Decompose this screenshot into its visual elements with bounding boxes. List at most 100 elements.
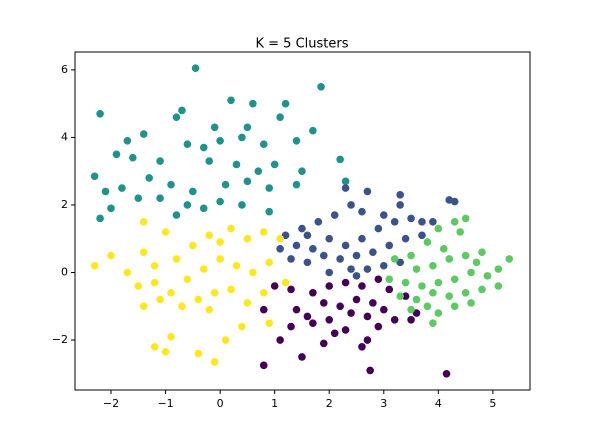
point — [227, 96, 235, 105]
point — [336, 155, 344, 164]
point — [167, 180, 175, 189]
point — [276, 336, 284, 344]
point — [134, 194, 143, 203]
point — [434, 309, 443, 317]
point — [494, 265, 503, 273]
point — [90, 172, 99, 181]
point — [265, 258, 274, 267]
point — [96, 109, 104, 118]
point — [341, 278, 350, 287]
point — [123, 137, 132, 145]
point — [418, 231, 426, 240]
point — [101, 187, 110, 196]
point — [227, 224, 235, 233]
point — [298, 224, 306, 233]
point — [172, 211, 181, 219]
x-tick-label: 5 — [489, 397, 496, 410]
point — [238, 201, 246, 209]
point — [418, 282, 426, 290]
point — [385, 241, 394, 250]
point — [287, 285, 295, 294]
point — [238, 322, 246, 331]
point — [243, 234, 252, 243]
point — [336, 302, 344, 311]
point — [401, 278, 410, 287]
point — [107, 204, 115, 213]
point — [445, 292, 454, 300]
point — [450, 302, 459, 311]
x-tick-label: 4 — [435, 397, 442, 410]
point — [429, 218, 437, 226]
point — [96, 214, 104, 223]
point — [205, 305, 214, 314]
point — [221, 336, 230, 344]
point — [412, 309, 421, 317]
point — [178, 302, 186, 311]
point — [276, 234, 284, 243]
point — [178, 106, 186, 115]
point — [254, 167, 263, 175]
point — [369, 299, 377, 307]
point — [401, 292, 410, 300]
point — [183, 275, 192, 284]
point — [478, 248, 486, 257]
point — [259, 305, 268, 314]
point — [314, 218, 323, 226]
point — [189, 241, 197, 250]
point — [396, 191, 404, 199]
point — [298, 167, 306, 175]
point — [139, 302, 148, 311]
point — [401, 234, 410, 243]
point — [292, 305, 301, 314]
point — [216, 197, 224, 206]
point — [205, 157, 214, 165]
point — [369, 248, 377, 257]
point — [287, 322, 295, 331]
y-tick-label: 6 — [61, 63, 68, 76]
point — [461, 288, 470, 297]
point — [450, 275, 459, 284]
point — [134, 282, 143, 290]
point — [319, 251, 328, 260]
point — [259, 228, 268, 236]
point — [407, 315, 415, 324]
point — [243, 299, 252, 307]
point — [183, 201, 192, 209]
point — [259, 288, 268, 297]
point — [483, 272, 492, 280]
point — [461, 251, 470, 260]
point — [363, 312, 372, 321]
point — [265, 319, 274, 327]
point — [210, 123, 219, 132]
point — [150, 342, 159, 351]
y-tick-label: 2 — [61, 198, 68, 211]
point — [407, 214, 415, 223]
point — [298, 353, 306, 361]
y-tick-label: 4 — [61, 130, 68, 143]
point — [156, 194, 164, 203]
point — [440, 245, 448, 253]
point — [347, 265, 355, 273]
point — [281, 278, 290, 287]
point — [379, 261, 388, 270]
point — [145, 174, 153, 182]
point — [385, 285, 394, 294]
point — [199, 143, 208, 152]
point — [249, 99, 257, 108]
point — [358, 234, 366, 243]
point — [265, 184, 274, 192]
point — [363, 336, 372, 344]
point — [139, 218, 148, 226]
point — [325, 315, 334, 324]
x-tick-label: 2 — [326, 397, 333, 410]
point — [118, 184, 126, 192]
point — [319, 299, 328, 307]
point — [317, 82, 325, 91]
point — [287, 255, 295, 263]
point — [265, 207, 274, 216]
point — [429, 261, 437, 270]
point — [358, 207, 366, 216]
point — [366, 366, 374, 375]
point — [352, 272, 361, 280]
